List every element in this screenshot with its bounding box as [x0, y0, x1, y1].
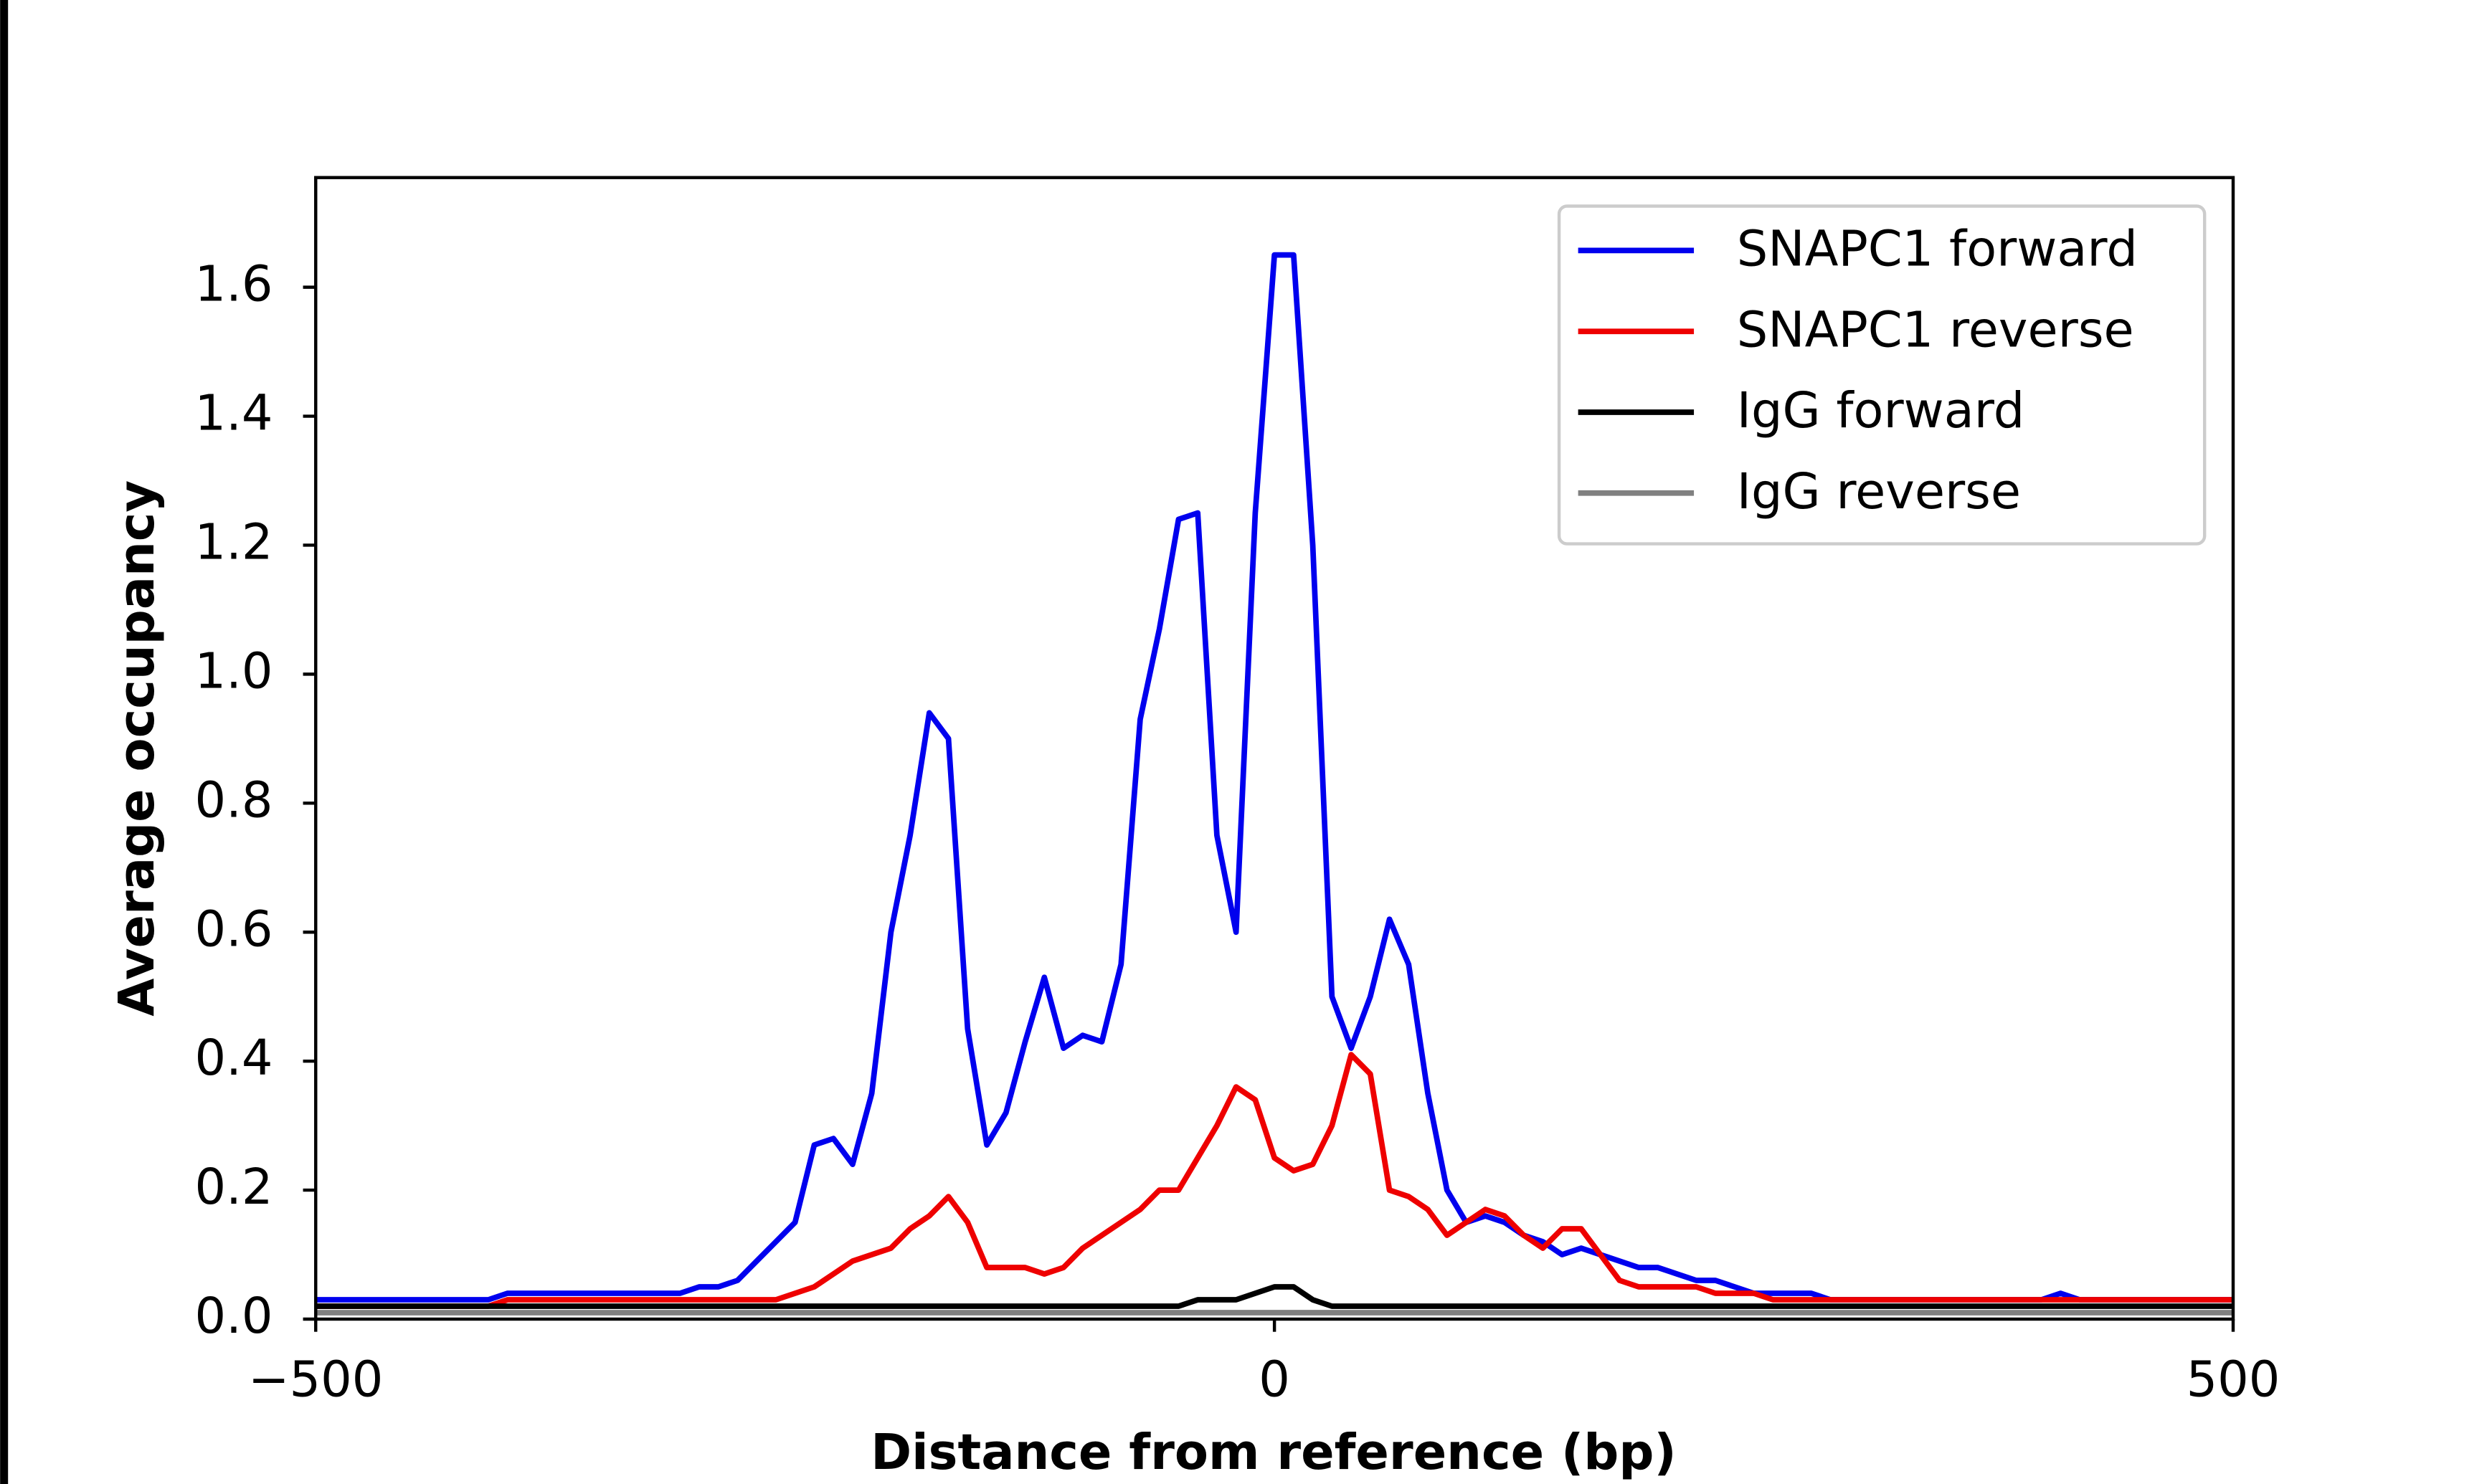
y-tick-label: 0.2: [195, 1159, 273, 1216]
x-tick-label: −500: [248, 1351, 383, 1408]
series-line: [316, 1284, 2234, 1309]
left-edge: [0, 0, 9, 1484]
plot-frame: [314, 176, 2235, 1321]
series-line: [316, 1052, 2234, 1309]
y-axis-label: Average occupancy: [108, 480, 166, 1017]
legend-label: SNAPC1 forward: [1737, 221, 2138, 278]
y-tick-label: 0.4: [195, 1029, 273, 1087]
legend-label: SNAPC1 reverse: [1737, 301, 2134, 358]
x-axis-label: Distance from reference (bp): [871, 1424, 1677, 1481]
legend-box: [1557, 204, 2207, 546]
y-tick-label: 1.2: [195, 514, 273, 571]
y-tick-label: 0.8: [195, 771, 273, 829]
y-tick-label: 1.4: [195, 385, 273, 442]
y-tick-label: 0.6: [195, 900, 273, 958]
x-tick-label: 0: [1259, 1351, 1290, 1408]
legend-label: IgG forward: [1737, 382, 2024, 439]
y-tick-label: 1.6: [195, 256, 273, 313]
y-tick-label: 0.0: [195, 1288, 273, 1345]
x-tick-label: 500: [2187, 1351, 2280, 1408]
legend-label: IgG reverse: [1737, 463, 2021, 520]
y-tick-label: 1.0: [195, 642, 273, 700]
